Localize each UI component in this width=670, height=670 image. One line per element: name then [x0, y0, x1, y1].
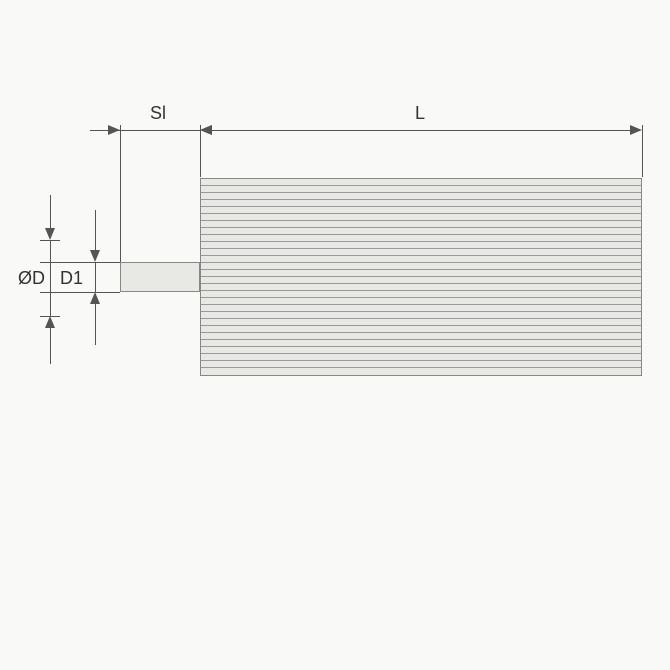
dim-line — [95, 300, 96, 345]
dim-line — [50, 324, 51, 364]
dim-line — [50, 195, 51, 235]
arrow-icon — [200, 125, 212, 135]
ext-line — [642, 125, 643, 177]
ext-line — [40, 292, 120, 293]
label-sl: Sl — [150, 103, 166, 124]
dim-line — [210, 130, 632, 131]
dim-line — [90, 130, 120, 131]
label-diameter-d: ØD — [18, 268, 45, 289]
dim-line — [95, 210, 96, 255]
arrow-icon — [630, 125, 642, 135]
label-d1: D1 — [60, 268, 83, 289]
engineering-diagram: ØD D1 Sl L — [0, 0, 670, 670]
dim-line — [95, 262, 96, 292]
dim-line — [50, 240, 51, 316]
dim-line — [120, 130, 200, 131]
label-length: L — [415, 103, 425, 124]
shaft-stub — [120, 262, 200, 292]
ext-line — [40, 262, 120, 263]
cylinder-body — [200, 178, 642, 376]
ext-line — [120, 125, 121, 262]
